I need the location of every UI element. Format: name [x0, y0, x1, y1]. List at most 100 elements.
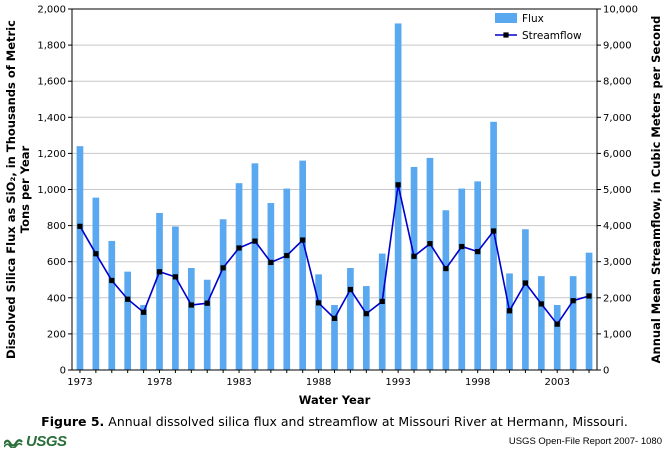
streamflow-point-1993	[395, 182, 401, 188]
streamflow-point-1990	[347, 286, 354, 293]
flux-bar-2005	[585, 252, 593, 370]
y-left-tick-label: 1,800	[37, 41, 66, 52]
y-right-tick-label: 4,000	[603, 221, 632, 232]
flux-bar-1985	[267, 203, 275, 370]
flux-bar-1998	[474, 181, 482, 370]
flux-bar-1994	[410, 166, 418, 370]
streamflow-point-1976	[125, 296, 131, 302]
streamflow-point-1996	[443, 265, 449, 272]
flux-bar-1984	[251, 163, 259, 370]
flux-bar-2001	[522, 229, 529, 370]
streamflow-point-1988	[315, 300, 322, 306]
y-left-tick-label: 800	[47, 221, 66, 232]
y-left-tick-label: 2,000	[37, 5, 66, 16]
usgs-wave-icon	[4, 439, 23, 448]
flux-bar-1981	[203, 279, 211, 370]
streamflow-point-1991	[363, 311, 369, 317]
legend-flux-swatch	[495, 13, 517, 23]
streamflow-point-2004	[570, 298, 576, 304]
flux-bar-1976	[124, 271, 132, 370]
y-left-axis-title-line1: Dissolved Silica Flux as SiO₂, in Thousa…	[4, 20, 18, 359]
flux-bar-1987	[299, 160, 307, 370]
x-tick-label: 1978	[147, 377, 172, 388]
figure-caption: Figure 5. Annual dissolved silica flux a…	[0, 414, 669, 429]
x-axis-title: Water Year	[299, 393, 371, 407]
streamflow-point-1989	[331, 315, 338, 321]
chart: 0 200 400 600 800 1,000 1,200 1,400 1,600 1,800 2,…	[4, 5, 663, 408]
flux-bar-1999	[490, 121, 497, 370]
legend-streamflow-marker	[503, 32, 509, 38]
flux-bar-1986	[283, 188, 291, 370]
streamflow-point-1980	[188, 302, 194, 308]
y-left-tick-label: 1,600	[37, 77, 66, 88]
streamflow-point-1984	[252, 238, 258, 244]
streamflow-point-1977	[140, 309, 147, 315]
flux-bar-2003	[553, 305, 561, 370]
usgs-logo: USGS	[4, 432, 67, 450]
flux-bar-1991	[362, 286, 370, 370]
streamflow-point-1997	[459, 243, 465, 250]
y-right-tick-label: 6,000	[603, 149, 632, 160]
flux-bar-2002	[537, 276, 545, 370]
y-right-tick-label: 0	[603, 366, 609, 377]
streamflow-point-1995	[427, 241, 433, 247]
legend-streamflow-label: Streamflow	[522, 30, 582, 42]
flux-bar-1978	[156, 212, 163, 370]
streamflow-point-1998	[475, 248, 481, 255]
x-tick-label: 1988	[306, 377, 331, 388]
y-right-tick-label: 9,000	[603, 41, 632, 52]
flux-bar-1993	[394, 23, 402, 370]
flux-bar-1980	[187, 268, 195, 370]
streamflow-point-1975	[109, 277, 115, 284]
y-left-tick-label: 200	[47, 329, 66, 340]
flux-bar-1974	[92, 197, 100, 370]
y-left-tick-label: 1,000	[37, 185, 66, 196]
flux-bar-1989	[331, 305, 338, 370]
flux-bar-2004	[569, 276, 577, 370]
report-id: USGS Open-File Report 2007- 1080	[508, 436, 662, 447]
streamflow-point-1973	[77, 223, 83, 229]
y-right-axis-title: Annual Mean Streamflow, in Cubic Meters …	[649, 16, 663, 364]
flux-bar-1990	[347, 268, 354, 370]
flux-bar-1975	[108, 240, 116, 370]
y-right-tick-label: 5,000	[603, 185, 632, 196]
streamflow-point-2001	[522, 280, 529, 286]
flux-bar-1982	[219, 219, 227, 370]
streamflow-point-2000	[506, 308, 513, 314]
streamflow-point-1978	[156, 269, 163, 275]
x-tick-label: 1973	[67, 377, 92, 388]
streamflow-point-1985	[268, 259, 274, 266]
caption-label: Figure 5.	[41, 414, 105, 429]
y-left-axis-title: Dissolved Silica Flux as SiO₂, in Thousa…	[4, 20, 32, 359]
flux-bar-1996	[442, 210, 450, 370]
x-tick-label: 2003	[545, 377, 570, 388]
y-right-tick-label: 8,000	[603, 77, 632, 88]
flux-bar-1977	[140, 305, 147, 370]
legend-flux-label: Flux	[522, 13, 544, 25]
y-left-tick-label: 0	[60, 366, 66, 377]
streamflow-point-1981	[204, 300, 210, 306]
streamflow-point-1982	[220, 265, 226, 271]
streamflow-point-2003	[554, 321, 560, 327]
y-right-tick-label: 7,000	[603, 113, 632, 124]
usgs-logo-text: USGS	[26, 432, 67, 450]
y-right-tick-label: 10,000	[603, 5, 638, 16]
flux-bar-1997	[458, 188, 466, 370]
y-left-tick-label: 400	[47, 293, 66, 304]
streamflow-point-1986	[284, 252, 290, 259]
y-left-tick-label: 1,400	[37, 113, 66, 124]
y-right-tick-label: 2,000	[603, 293, 632, 304]
y-left-tick-label: 600	[47, 257, 66, 268]
x-tick-label: 1998	[465, 377, 490, 388]
flux-bar-2000	[506, 273, 513, 370]
flux-bar-1988	[315, 274, 322, 370]
y-left-axis-title-line2: Tons per Year	[18, 145, 32, 233]
y-left-tick-label: 1,200	[37, 149, 66, 160]
y-right-tick-label: 3,000	[603, 257, 632, 268]
flux-bar-1995	[426, 157, 434, 370]
streamflow-point-2005	[586, 293, 592, 299]
flux-bar-1983	[235, 183, 243, 370]
y-right-tick-label: 1,000	[603, 329, 632, 340]
streamflow-point-1992	[379, 298, 385, 305]
streamflow-point-1994	[411, 253, 417, 259]
